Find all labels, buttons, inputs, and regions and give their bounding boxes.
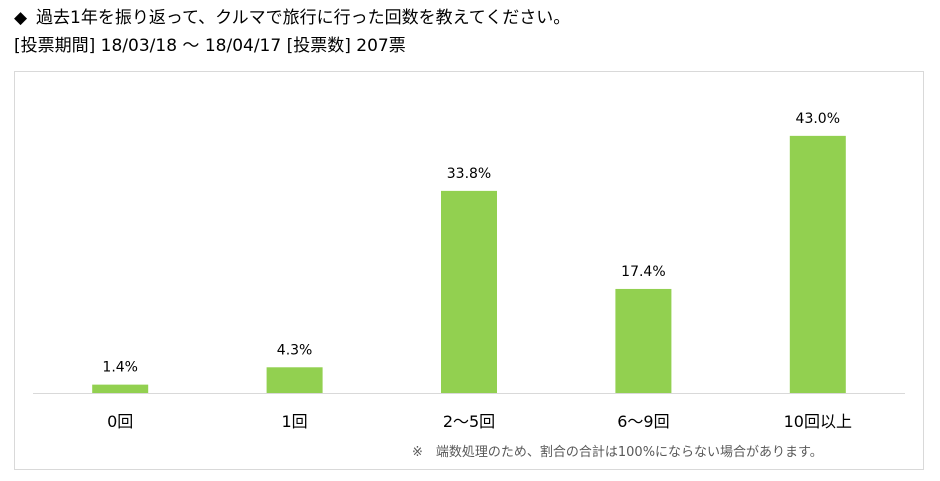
data-label-4: 43.0%	[796, 111, 840, 127]
question-text: 過去1年を振り返って、クルマで旅行に行った回数を教えてください。	[36, 8, 571, 28]
bar-0	[92, 384, 149, 393]
bar-2	[441, 190, 497, 393]
bar-4	[789, 135, 846, 394]
votes-label: [投票数]	[286, 36, 351, 56]
data-label-0: 1.4%	[102, 360, 138, 376]
chart-area: 1.4% 0回 4.3% 1回 33.8% 2〜5回 17.4% 6〜9回 43.0% 10回以上	[14, 71, 924, 470]
period-label: [投票期間]	[14, 36, 96, 56]
period-value: 18/03/18 〜 18/04/17	[100, 36, 282, 56]
bar-1	[266, 367, 323, 393]
footnote: ※ 端数処理のため、割合の合計は100%にならない場合があります。	[412, 445, 823, 460]
data-label-3: 17.4%	[621, 264, 665, 280]
bar-chart: 1.4% 0回 4.3% 1回 33.8% 2〜5回 17.4% 6〜9回 43.0% 10回以上	[33, 111, 905, 431]
x-tick-label-1: 1回	[282, 412, 308, 431]
vote-info: [投票期間] 18/03/18 〜 18/04/17 [投票数] 207票	[14, 34, 926, 58]
x-tick-label-2: 2〜5回	[443, 412, 495, 431]
votes-value: 207票	[356, 36, 406, 56]
x-tick-label-0: 0回	[107, 412, 133, 431]
data-label-2: 33.8%	[447, 166, 491, 182]
x-tick-label-3: 6〜9回	[617, 412, 669, 431]
question-title: ◆ 過去1年を振り返って、クルマで旅行に行った回数を教えてください。	[14, 6, 926, 30]
diamond-bullet-icon: ◆	[14, 8, 28, 28]
bar-3	[615, 288, 672, 393]
chart-header: ◆ 過去1年を振り返って、クルマで旅行に行った回数を教えてください。 [投票期間]…	[14, 6, 926, 58]
x-tick-label-4: 10回以上	[784, 412, 852, 431]
data-label-1: 4.3%	[277, 342, 313, 358]
